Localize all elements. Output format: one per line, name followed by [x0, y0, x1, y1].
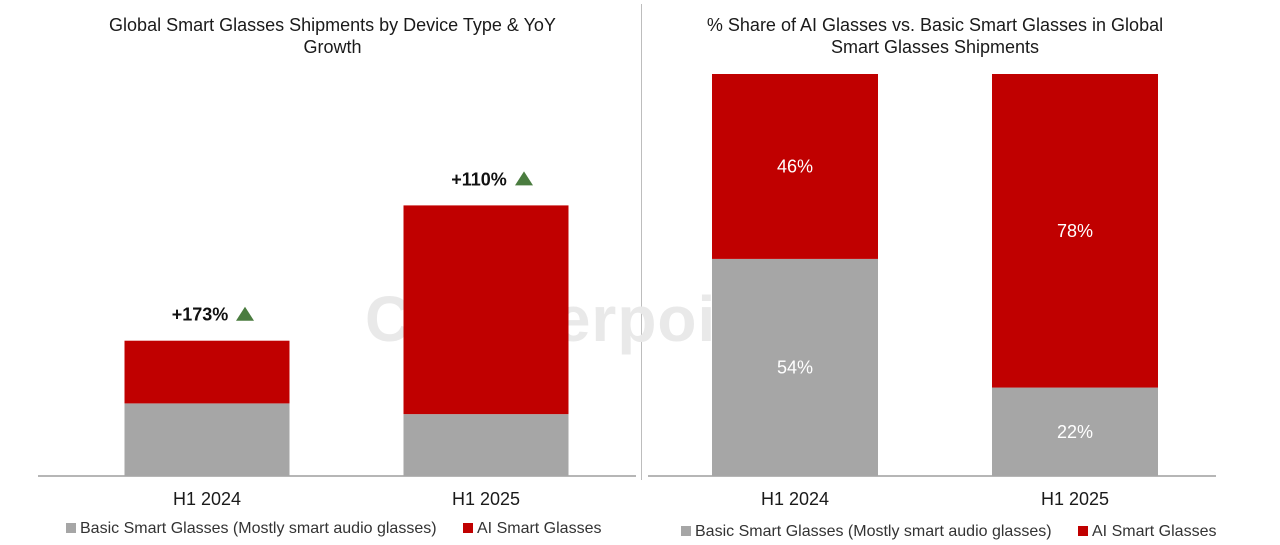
- bar-basic-h1-2025: [992, 387, 1158, 476]
- data-label: 54%: [777, 357, 813, 377]
- legend-label-ai: AI Smart Glasses: [477, 520, 602, 537]
- bar-basic-h1-2024: [124, 403, 290, 476]
- legend-label-basic: Basic Smart Glasses (Mostly smart audio …: [80, 520, 437, 537]
- legend-entry-basic: Basic Smart Glasses (Mostly smart audio …: [66, 520, 437, 537]
- legend-swatch-ai: [1078, 526, 1088, 536]
- bar-basic-h1-2024: [712, 258, 878, 476]
- data-label: 22%: [1057, 422, 1093, 442]
- legend-entry-ai: AI Smart Glasses: [1078, 523, 1216, 540]
- x-tick-label: H1 2025: [452, 489, 520, 509]
- bar-basic-h1-2025: [403, 414, 569, 476]
- up-triangle-icon: [236, 306, 254, 321]
- legend-swatch-basic: [681, 526, 691, 536]
- right-legend: Basic Smart Glasses (Mostly smart audio …: [681, 523, 1238, 541]
- data-label: 78%: [1057, 221, 1093, 241]
- bar-ai-h1-2024: [124, 340, 290, 404]
- legend-swatch-basic: [66, 523, 76, 533]
- yoy-growth-label: +173%: [172, 305, 229, 325]
- right-chart-title: % Share of AI Glasses vs. Basic Smart Gl…: [706, 15, 1164, 57]
- legend-entry-basic: Basic Smart Glasses (Mostly smart audio …: [681, 523, 1052, 540]
- bar-ai-h1-2024: [712, 74, 878, 259]
- x-tick-label: H1 2024: [761, 489, 829, 509]
- chart-divider: [641, 4, 642, 480]
- legend-label-ai: AI Smart Glasses: [1092, 523, 1217, 540]
- left-chart-title: Global Smart Glasses Shipments by Device…: [109, 15, 556, 57]
- legend-label-basic: Basic Smart Glasses (Mostly smart audio …: [695, 523, 1052, 540]
- share-chart: 54% 46% H1 2024 22% 78% H1 2025: [648, 74, 1216, 509]
- left-legend: Basic Smart Glasses (Mostly smart audio …: [66, 520, 623, 538]
- x-tick-label: H1 2024: [173, 489, 241, 509]
- legend-entry-ai: AI Smart Glasses: [463, 520, 601, 537]
- bar-ai-h1-2025: [992, 74, 1158, 388]
- up-triangle-icon: [515, 171, 533, 186]
- x-tick-label: H1 2025: [1041, 489, 1109, 509]
- bar-ai-h1-2025: [403, 205, 569, 415]
- data-label: 46%: [777, 156, 813, 176]
- shipments-chart: H1 2024 +173% H1 2025 +110%: [38, 169, 636, 509]
- legend-swatch-ai: [463, 523, 473, 533]
- yoy-growth-label: +110%: [451, 169, 507, 189]
